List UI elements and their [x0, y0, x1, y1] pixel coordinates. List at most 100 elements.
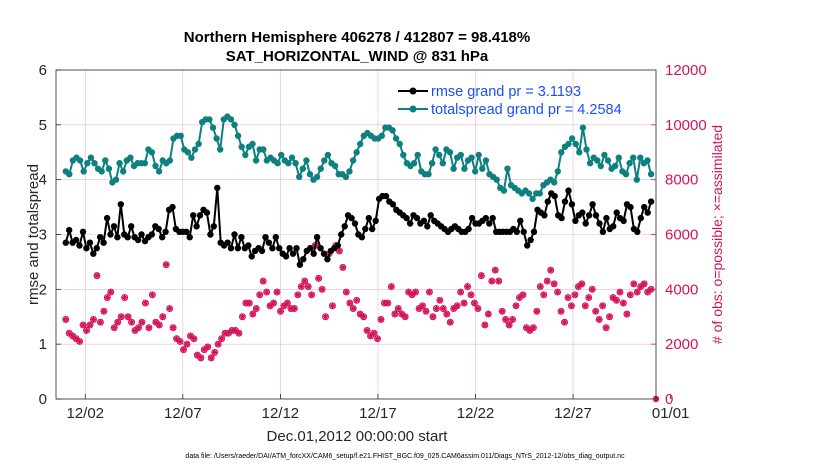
obs-assimilated-marker — [426, 288, 433, 296]
y-left-tick-label: 0 — [39, 391, 47, 408]
rmse-point — [234, 245, 242, 252]
spread-point — [586, 160, 594, 167]
obs-assimilated-marker — [443, 310, 450, 318]
obs-assimilated-marker — [627, 291, 634, 299]
obs-assimilated-marker — [69, 332, 76, 340]
obs-assimilated-marker — [353, 297, 360, 304]
obs-assimilated-marker — [142, 299, 149, 307]
rmse-point — [406, 220, 414, 227]
spread-point — [80, 168, 87, 175]
rmse-point — [565, 187, 572, 194]
y-right-tick-label: 2000 — [665, 336, 698, 353]
x-tick-label: 12/02 — [66, 405, 104, 422]
obs-assimilated-marker — [360, 313, 367, 320]
obs-assimilated-marker — [509, 316, 516, 323]
spread-point — [213, 135, 220, 142]
rmse-point — [183, 228, 190, 235]
spread-point — [601, 151, 608, 159]
rmse-point — [613, 209, 620, 216]
rmse-point — [134, 236, 142, 244]
obs-assimilated-marker — [384, 299, 392, 307]
spread-point — [292, 160, 299, 167]
obs-assimilated-marker — [550, 280, 558, 288]
rmse-series — [62, 184, 655, 268]
y-left-tick-label: 3 — [39, 227, 47, 244]
rmse-point — [248, 253, 255, 260]
rmse-point — [544, 198, 551, 205]
obs-assimilated-marker — [620, 299, 627, 307]
obs-assimilated-marker — [259, 277, 267, 285]
obs-assimilated-marker — [540, 291, 547, 299]
rmse-point — [300, 256, 307, 263]
spread-point — [331, 162, 339, 170]
obs-assimilated-marker — [159, 313, 166, 320]
obs-assimilated-marker — [235, 330, 243, 337]
obs-assimilated-marker — [429, 313, 437, 320]
spread-point — [396, 140, 403, 148]
rmse-point — [83, 245, 90, 252]
rmse-point — [482, 214, 489, 222]
spread-point — [217, 146, 224, 153]
spread-point — [572, 140, 579, 148]
obs-assimilated-marker — [318, 286, 326, 293]
chart-title-line-1: Northern Hemisphere 406278 / 412807 = 98… — [184, 29, 530, 46]
rmse-point — [265, 239, 273, 246]
rmse-point — [362, 225, 369, 233]
spread-point — [195, 140, 202, 148]
obs-assimilated-marker — [498, 308, 506, 315]
obs-assimilated-marker — [273, 288, 281, 296]
rmse-point — [489, 214, 496, 222]
obs-assimilated-marker — [204, 343, 211, 351]
rmse-point — [585, 212, 593, 219]
spread-point — [238, 143, 245, 150]
spread-point — [227, 116, 235, 123]
obs-assimilated-marker — [305, 283, 312, 290]
rmse-point — [148, 231, 155, 238]
spread-point — [296, 173, 303, 181]
rmse-point — [286, 245, 293, 252]
obs-assimilated-marker — [544, 277, 551, 285]
rmse-point — [389, 201, 397, 208]
spread-point — [231, 121, 238, 128]
obs-assimilated-marker — [519, 291, 527, 299]
spread-point — [209, 124, 217, 131]
rmse-point — [317, 245, 324, 252]
spread-point — [436, 151, 443, 159]
spread-point — [558, 149, 565, 156]
rmse-point — [520, 228, 527, 235]
obs-assimilated-marker — [478, 272, 485, 279]
rmse-point — [159, 234, 166, 241]
rmse-point — [589, 201, 596, 208]
spread-point — [425, 171, 432, 178]
y-right-tick-label: 6000 — [665, 227, 698, 244]
rmse-point — [155, 225, 162, 233]
spread-point — [349, 157, 357, 164]
obs-assimilated-marker — [145, 324, 153, 331]
obs-assimilated-marker — [124, 313, 132, 320]
rmse-point — [190, 212, 197, 219]
obs-assimilated-marker — [464, 283, 471, 290]
rmse-point — [214, 184, 221, 192]
spread-point — [188, 154, 195, 161]
spread-line — [65, 115, 653, 200]
obs-assimilated-marker — [492, 266, 499, 274]
rmse-point — [351, 220, 359, 227]
rmse-point — [169, 203, 176, 211]
obs-assimilated-marker — [291, 305, 298, 312]
obs-assimilated-marker — [114, 319, 121, 326]
obs-assimilated-marker — [585, 294, 592, 301]
obs-assimilated-marker — [166, 305, 173, 312]
rmse-point — [338, 231, 345, 238]
rmse-point — [513, 228, 520, 235]
obs-assimilated-marker — [447, 319, 454, 326]
rmse-point — [644, 209, 651, 216]
rmse-point — [610, 223, 617, 230]
spread-point — [525, 190, 533, 197]
spread-point — [105, 165, 113, 172]
obs-assimilated-marker — [613, 297, 620, 304]
spread-point — [583, 146, 590, 153]
obs-assimilated-marker — [180, 346, 187, 353]
x-tick-label: 12/07 — [164, 405, 202, 422]
rmse-point — [93, 245, 100, 252]
spread-point — [152, 162, 159, 170]
